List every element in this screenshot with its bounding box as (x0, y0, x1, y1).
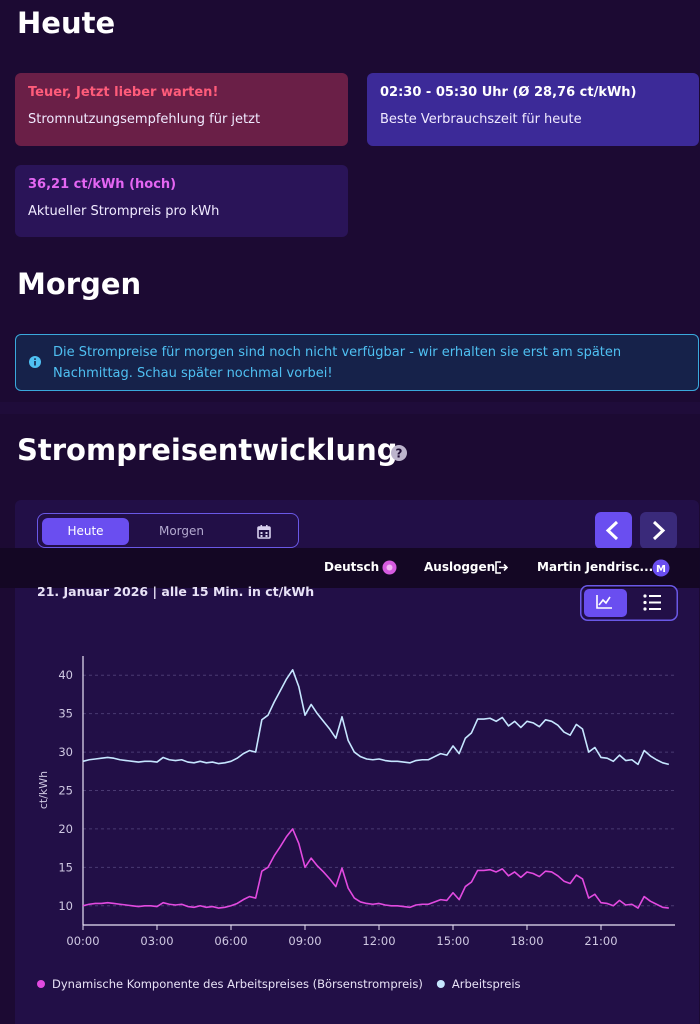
avatar[interactable]: M (652, 559, 670, 577)
tab-active[interactable]: Heute (42, 518, 129, 545)
navbar: Deutsch Ausloggen Martin Jendrisc... M (0, 548, 700, 588)
user-name[interactable]: Martin Jendrisc... (537, 560, 654, 574)
tab[interactable]: Morgen (158, 524, 205, 538)
card-text: Aktueller Strompreis pro kWh (28, 204, 220, 219)
best-time-card: 02:30 - 05:30 Uhr (Ø 28,76 ct/kWh) Beste… (367, 73, 699, 146)
prev-arrow (605, 520, 619, 541)
day-tabs: Heute Morgen (37, 513, 299, 548)
separator (0, 402, 700, 414)
notice-text: Die Strompreise für morgen sind noch nic… (53, 345, 622, 381)
card-text: Beste Verbrauchszeit für heute (380, 112, 582, 127)
card-text: Stromnutzungsempfehlung für jetzt (28, 112, 261, 127)
heading: Morgen (17, 267, 142, 301)
calendar-icon[interactable] (257, 525, 271, 539)
heading: Strompreisentwicklung (17, 433, 398, 467)
prev-button[interactable] (595, 512, 632, 549)
chart-subtitle: 21. Januar 2026 | alle 15 Min. in ct/kWh (37, 584, 315, 599)
svg-text:?: ? (396, 447, 403, 461)
logout-icon (495, 561, 509, 574)
card-headline: 36,21 ct/kWh (hoch) (28, 177, 177, 192)
price-card: 36,21 ct/kWh (hoch) Aktueller Strompreis… (15, 165, 348, 237)
heading: Heute (17, 6, 116, 40)
view-toggle (580, 585, 678, 621)
recommendation-card: Teuer, Jetzt lieber warten! Stromnutzung… (15, 73, 348, 146)
language[interactable]: Deutsch (324, 560, 380, 574)
globe-icon (382, 560, 397, 575)
help-icon[interactable]: ? (390, 444, 408, 462)
list-view-button[interactable] (643, 594, 661, 611)
info-icon (29, 356, 41, 368)
info-notice: Die Strompreise für morgen sind noch nic… (15, 334, 699, 391)
next-button[interactable] (640, 512, 677, 549)
card-headline: Teuer, Jetzt lieber warten! (28, 85, 219, 100)
next-arrow (652, 520, 666, 541)
logout[interactable]: Ausloggen (424, 560, 496, 574)
card-headline: 02:30 - 05:30 Uhr (Ø 28,76 ct/kWh) (380, 85, 637, 100)
avatar-letter: M (656, 564, 666, 575)
nav-arrows (595, 512, 677, 549)
